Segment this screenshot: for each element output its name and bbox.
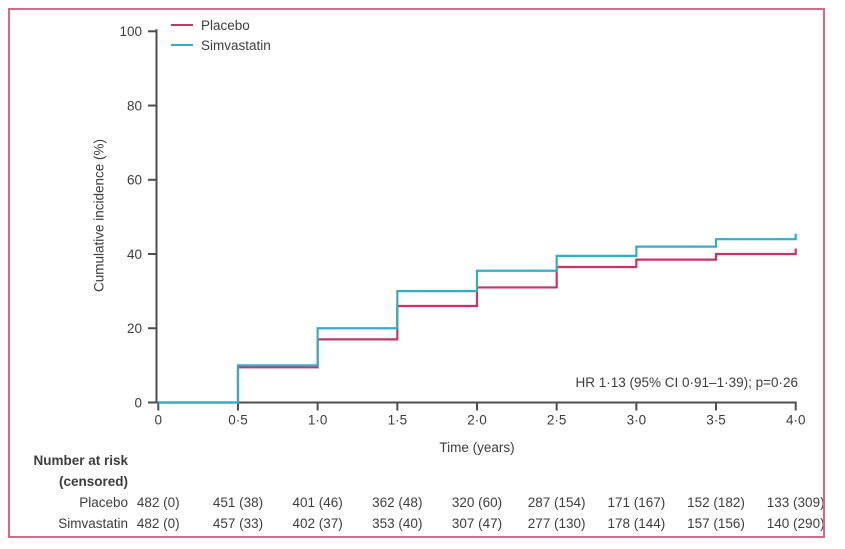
x-tick-label: 1·0 [308,413,328,428]
x-tick-label: 2·5 [547,413,567,428]
hr-annotation: HR 1·13 (95% CI 0·91–1·39); p=0·26 [575,375,799,390]
legend-item-placebo: Placebo [171,15,271,35]
risk-cell: 451 (38) [212,495,264,510]
risk-table-title: Number at risk [33,453,128,468]
simvastatin-line-swatch [171,43,193,47]
risk-cell: 353 (40) [372,516,423,531]
risk-row-simvastatin: Simvastatin 482 (0) 457 (33) 402 (37) 353 (… [0,516,845,534]
legend-item-simvastatin: Simvastatin [171,35,271,55]
risk-cell: 140 (290) [766,516,825,531]
y-tick-label: 60 [127,173,142,188]
x-axis-title: Time (years) [439,440,515,455]
risk-row-label: Placebo [79,495,128,510]
legend-label-simvastatin: Simvastatin [201,37,271,53]
placebo-line-swatch [171,23,193,27]
risk-row-placebo: Placebo 482 (0) 451 (38) 401 (46) 362 (48) 3… [0,495,845,513]
x-tick-label: 2·0 [467,413,487,428]
x-tick-label: 3·0 [627,413,647,428]
risk-cell: 157 (156) [687,516,745,531]
risk-cell: 457 (33) [212,516,264,531]
curve-simvastatin [158,233,797,404]
y-tick-label: 100 [119,24,142,39]
x-tick-label: 1·5 [388,413,408,428]
x-tick-label: 0·5 [228,413,248,428]
risk-cell: 178 (144) [607,516,666,531]
risk-cell: 401 (46) [292,495,343,510]
x-tick-label: 4·0 [786,413,806,428]
legend: Placebo Simvastatin [171,15,271,55]
risk-row-label: Simvastatin [58,516,128,531]
risk-table-subtitle: (censored) [58,474,128,489]
x-tick-label: 0 [155,413,163,428]
y-tick-label: 40 [127,247,142,262]
y-tick-label: 80 [127,98,142,113]
risk-cell: 482 (0) [136,495,180,510]
y-tick-label: 0 [134,395,142,410]
legend-label-placebo: Placebo [201,17,250,33]
risk-cell: 402 (37) [292,516,343,531]
y-tick-label: 20 [127,321,142,336]
risk-cell: 152 (182) [687,495,745,510]
risk-cell: 307 (47) [451,516,503,531]
risk-cell: 362 (48) [372,495,423,510]
x-tick-label: 3·5 [706,413,726,428]
y-axis-title: Cumulative incidence (%) [91,138,107,293]
risk-cell: 133 (309) [766,495,825,510]
risk-cell: 320 (60) [451,495,503,510]
risk-cell: 287 (154) [527,495,586,510]
risk-cell: 482 (0) [136,516,180,531]
risk-cell: 171 (167) [607,495,666,510]
risk-cell: 277 (130) [527,516,586,531]
